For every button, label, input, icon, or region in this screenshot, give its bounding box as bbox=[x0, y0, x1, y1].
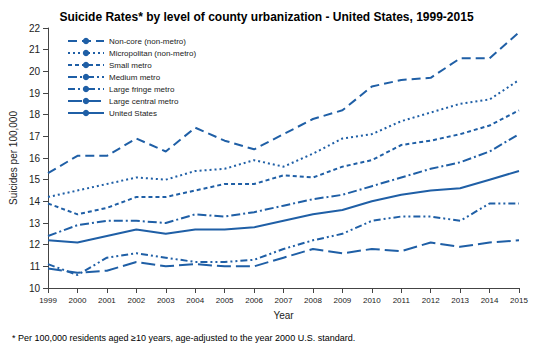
svg-text:15: 15 bbox=[29, 174, 41, 185]
svg-text:12: 12 bbox=[29, 239, 41, 250]
svg-text:Medium metro: Medium metro bbox=[109, 73, 161, 82]
svg-text:2007: 2007 bbox=[275, 296, 293, 305]
svg-text:16: 16 bbox=[29, 153, 41, 164]
svg-text:Large central metro: Large central metro bbox=[109, 97, 179, 106]
svg-text:* Per 100,000 residents aged ≥: * Per 100,000 residents aged ≥10 years, … bbox=[12, 333, 355, 343]
svg-text:11: 11 bbox=[30, 261, 41, 272]
svg-text:Micropolitan (non-metro): Micropolitan (non-metro) bbox=[109, 49, 196, 58]
svg-text:10: 10 bbox=[29, 283, 41, 294]
svg-text:2000: 2000 bbox=[69, 296, 87, 305]
svg-text:Small metro: Small metro bbox=[109, 61, 152, 70]
svg-text:2005: 2005 bbox=[216, 296, 234, 305]
svg-text:2011: 2011 bbox=[393, 296, 411, 305]
svg-text:14: 14 bbox=[29, 196, 41, 207]
svg-text:2003: 2003 bbox=[157, 296, 175, 305]
svg-text:2006: 2006 bbox=[245, 296, 263, 305]
svg-text:1999: 1999 bbox=[39, 296, 57, 305]
svg-text:Suicide Rates* by level of cou: Suicide Rates* by level of county urbani… bbox=[59, 10, 473, 24]
svg-text:17: 17 bbox=[29, 131, 41, 142]
svg-text:2004: 2004 bbox=[186, 296, 204, 305]
svg-text:19: 19 bbox=[29, 88, 41, 99]
svg-text:2001: 2001 bbox=[98, 296, 116, 305]
svg-text:21: 21 bbox=[29, 44, 41, 55]
svg-text:18: 18 bbox=[29, 109, 41, 120]
svg-text:Large fringe metro: Large fringe metro bbox=[109, 85, 175, 94]
svg-text:13: 13 bbox=[29, 218, 41, 229]
svg-text:Non-core (non-metro): Non-core (non-metro) bbox=[109, 37, 186, 46]
svg-text:2014: 2014 bbox=[481, 296, 499, 305]
svg-text:United States: United States bbox=[109, 109, 157, 118]
svg-text:Year: Year bbox=[273, 310, 294, 321]
svg-text:22: 22 bbox=[29, 23, 41, 34]
svg-text:2010: 2010 bbox=[363, 296, 381, 305]
svg-text:Suicides per 100,000: Suicides per 100,000 bbox=[8, 111, 19, 205]
svg-text:2015: 2015 bbox=[510, 296, 528, 305]
svg-text:2008: 2008 bbox=[304, 296, 322, 305]
svg-text:2012: 2012 bbox=[422, 296, 440, 305]
svg-text:20: 20 bbox=[29, 66, 41, 77]
svg-text:2013: 2013 bbox=[451, 296, 469, 305]
svg-text:2009: 2009 bbox=[333, 296, 351, 305]
svg-text:2002: 2002 bbox=[127, 296, 145, 305]
